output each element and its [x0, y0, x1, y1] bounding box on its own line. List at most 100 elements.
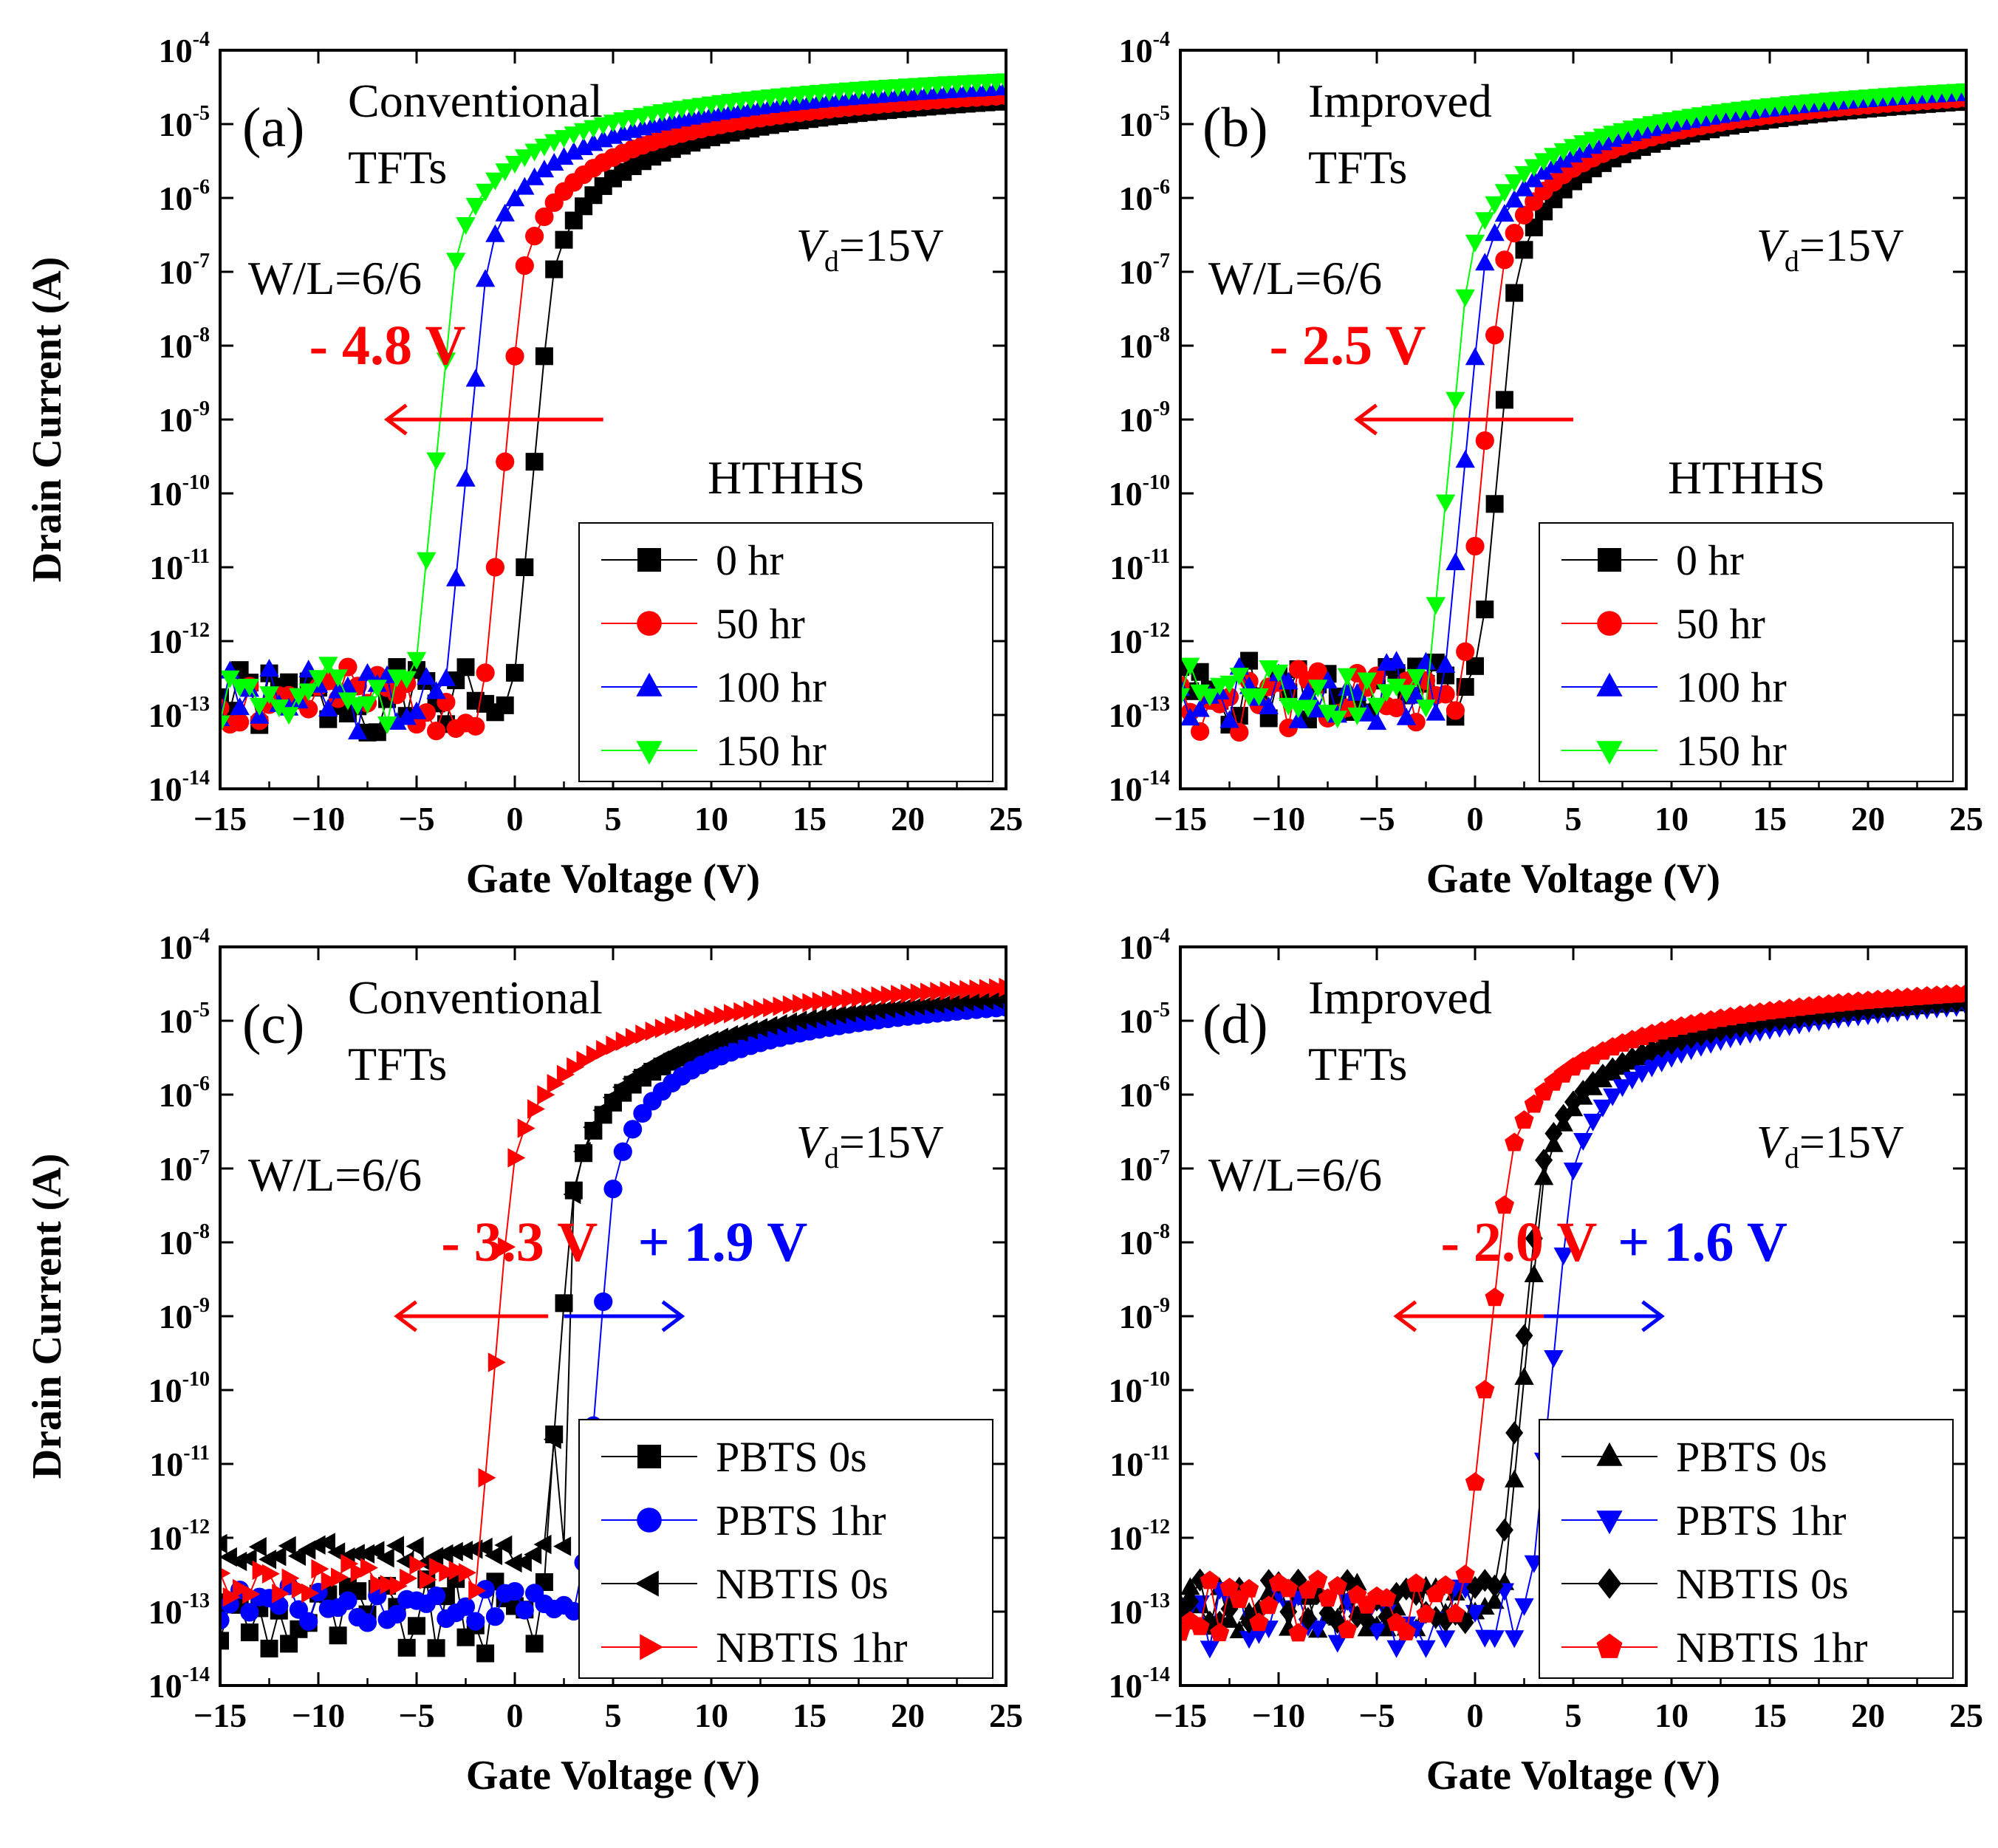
data-point — [233, 1578, 250, 1599]
data-point — [563, 1184, 581, 1205]
y-tick-label: 10-5 — [1119, 999, 1170, 1040]
data-point — [832, 990, 850, 1010]
data-point — [730, 1022, 748, 1042]
legend-label: 50 hr — [1676, 600, 1765, 648]
data-point — [485, 1545, 502, 1566]
legend-marker — [637, 1508, 662, 1533]
panel-a: −15 −10 −5 0 5 10 15 20 25 10-14 10-13 10-12 10-11 10… — [24, 28, 1023, 902]
legend-marker — [1597, 611, 1622, 636]
data-point — [654, 1019, 673, 1038]
panel-c: −15 −10 −5 0 5 10 15 20 25 10-14 10-13 10-12 10-11 10… — [24, 925, 1023, 1799]
y-tick-label: 10-11 — [149, 1442, 210, 1483]
data-point — [665, 1016, 683, 1036]
data-point — [556, 1064, 575, 1085]
x-tick-label: 20 — [1851, 800, 1885, 838]
data-point — [504, 188, 525, 207]
wl-ratio: W/L=6/6 — [248, 1149, 422, 1201]
data-point — [553, 1536, 572, 1556]
data-point — [1455, 1564, 1475, 1584]
data-point — [338, 1591, 357, 1610]
data-point — [1396, 707, 1417, 725]
data-point — [400, 1568, 418, 1589]
data-point — [1564, 1090, 1582, 1114]
data-point — [1485, 326, 1505, 345]
y-tick-label: 10-14 — [148, 1663, 210, 1705]
legend-label: PBTS 0s — [1676, 1433, 1827, 1481]
data-point — [346, 1544, 365, 1564]
data-point — [995, 993, 1006, 1005]
y-tick-label: 10-4 — [159, 925, 210, 966]
data-point — [1514, 165, 1534, 184]
y-tick-label: 10-9 — [1119, 397, 1170, 439]
data-point — [841, 988, 860, 1009]
data-point — [517, 1118, 536, 1138]
data-point — [1358, 1608, 1376, 1632]
data-point — [733, 1002, 752, 1022]
y-axis-title: Drain Current (A) — [24, 1154, 70, 1479]
data-point — [674, 1013, 693, 1033]
data-point — [739, 1020, 758, 1040]
data-point — [1288, 1623, 1308, 1642]
x-tick-label: 20 — [891, 800, 925, 838]
x-tick-label: 0 — [1467, 1697, 1484, 1734]
legend-label: 150 hr — [1676, 727, 1787, 775]
y-tick-label: 10-8 — [159, 324, 210, 365]
y-tick-label: 10-4 — [1119, 28, 1170, 69]
data-point — [380, 1575, 398, 1595]
y-tick-label: 10-7 — [1119, 1146, 1170, 1188]
plot-area — [220, 977, 1006, 1663]
data-point — [389, 1576, 408, 1596]
data-point — [812, 991, 830, 1012]
data-point — [406, 651, 427, 670]
shift-arrow-head — [394, 1300, 417, 1332]
data-point — [1416, 1604, 1436, 1623]
data-point — [1426, 702, 1446, 721]
data-point — [329, 1626, 347, 1645]
data-point — [446, 253, 466, 271]
panel-title-line2: TFTs — [348, 141, 447, 194]
data-point — [1544, 1122, 1563, 1146]
data-point — [1554, 1103, 1573, 1127]
data-point — [485, 172, 505, 191]
vd-label: Vd=15V — [796, 1118, 944, 1174]
data-point — [1553, 1248, 1573, 1266]
data-point — [1406, 685, 1426, 704]
data-point — [1180, 1622, 1191, 1641]
data-point — [220, 1610, 230, 1630]
plot-area — [220, 73, 1006, 742]
data-point — [357, 663, 377, 681]
data-point — [848, 1002, 866, 1022]
data-point — [547, 1074, 565, 1094]
data-point — [533, 1534, 552, 1555]
data-point — [525, 1635, 544, 1653]
data-point — [1298, 699, 1318, 718]
data-point — [1514, 1110, 1534, 1129]
data-point — [1406, 1573, 1426, 1592]
data-point — [1337, 678, 1358, 697]
data-point — [1200, 688, 1220, 707]
data-point — [1249, 1612, 1269, 1632]
data-point — [612, 1077, 630, 1098]
y-tick-label: 10-14 — [148, 767, 210, 808]
data-point — [259, 659, 279, 677]
y-tick-label: 10-8 — [1119, 324, 1170, 365]
x-tick-label: −10 — [1252, 800, 1305, 838]
plot-area — [1180, 83, 1966, 742]
data-point — [436, 352, 456, 371]
data-point — [1505, 174, 1525, 192]
data-point — [419, 1570, 437, 1589]
data-point — [318, 699, 338, 716]
data-point — [507, 1148, 526, 1168]
data-point — [494, 1535, 513, 1556]
data-point — [1642, 1059, 1662, 1078]
data-point — [554, 147, 574, 165]
y-tick-label: 10-6 — [159, 1072, 210, 1114]
data-point — [426, 452, 446, 470]
y-tick-label: 10-7 — [1119, 250, 1170, 291]
data-point — [446, 568, 466, 586]
data-point — [1259, 1595, 1279, 1615]
shift-annotation: - 4.8 V — [309, 315, 603, 436]
panel-label: (c) — [242, 993, 304, 1055]
data-point — [1308, 662, 1327, 681]
data-point — [1455, 450, 1475, 468]
